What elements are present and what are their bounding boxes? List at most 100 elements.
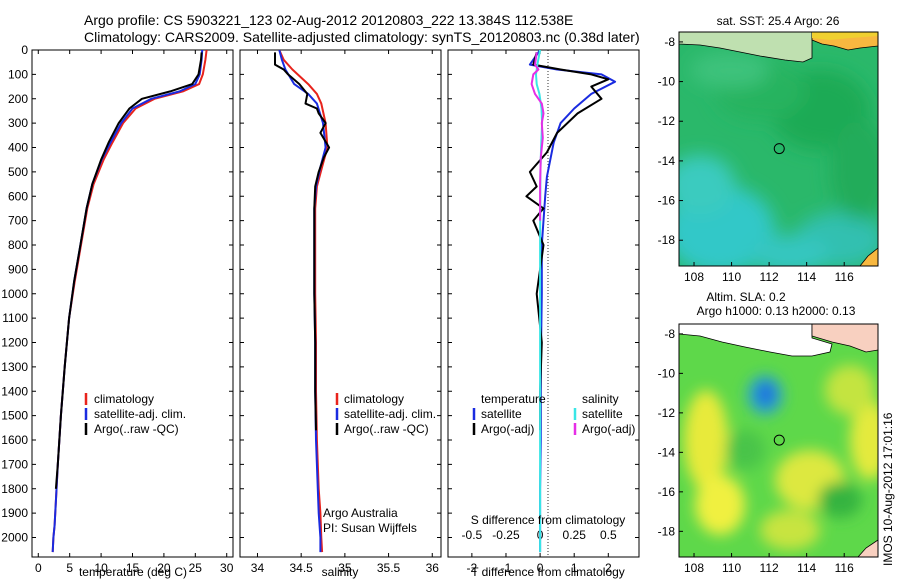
- x-tick-label: 30: [220, 561, 234, 575]
- salinity-axis-label: salinity: [322, 565, 359, 579]
- depth-tick-label: 1300: [1, 360, 28, 374]
- series-line-argo-raw-qc-: [274, 52, 331, 431]
- depth-tick-label: 700: [8, 214, 28, 228]
- difference-panel: -2 -1 0 1 2 -0.5 -0.25 0 0.25 0.5 S difference f…: [447, 49, 640, 579]
- temperature-axis-ticks: 0 5 10 15 20 25 30: [35, 50, 234, 575]
- lat-tick-label: -14: [658, 154, 676, 168]
- legend-label-t-satellite: satellite: [481, 407, 522, 421]
- depth-tick-label: 1200: [1, 336, 28, 350]
- lon-tick-label: 110: [722, 270, 741, 284]
- legend-label-climatology: climatology: [94, 392, 154, 406]
- difference-legend: temperature satellite Argo(-adj) salinit…: [472, 392, 635, 436]
- series-line-salinity-argo-adj-: [530, 52, 545, 221]
- t-difference-axis-label: T difference from climatology: [471, 565, 625, 579]
- x-tick-label: -1: [501, 561, 512, 575]
- sla-map-subtitle: Argo h1000: 0.13 h2000: 0.13: [697, 304, 856, 318]
- depth-tick-label: 1600: [1, 433, 28, 447]
- lon-tick-label: 112: [760, 561, 779, 575]
- lat-tick-label: -10: [658, 366, 676, 380]
- lat-tick-label: -16: [658, 194, 676, 208]
- salinity-axis-ticks: 34 34.5 35 35.5 36: [251, 50, 439, 575]
- legend-heading-salinity: salinity: [582, 392, 619, 406]
- lat-tick-label: -12: [658, 114, 676, 128]
- sst-land-australia: [859, 247, 878, 266]
- sla-map-title: Altim. SLA: 0.2: [706, 290, 786, 304]
- lat-tick-label: -18: [658, 524, 676, 538]
- sla-land-java: [679, 324, 833, 357]
- s-diff-tick-label: 0.5: [600, 528, 617, 542]
- lat-tick-label: -8: [664, 35, 675, 49]
- salinity-legend: climatology satellite-adj. clim. Argo(..…: [335, 392, 436, 436]
- lat-tick-label: -10: [658, 75, 676, 89]
- temperature-legend: climatology satellite-adj. clim. Argo(..…: [84, 392, 186, 436]
- depth-tick-label: 1000: [1, 287, 28, 301]
- lat-tick-label: -8: [664, 327, 675, 341]
- lat-tick-label: -16: [658, 485, 676, 499]
- x-tick-label: 34.5: [289, 561, 313, 575]
- depth-tick-label: 1700: [1, 457, 28, 471]
- s-diff-tick-label: 0.25: [563, 528, 587, 542]
- sst-latitude-ticks: -8 -10 -12 -14 -16 -18: [658, 35, 683, 247]
- x-tick-label: 35.5: [377, 561, 401, 575]
- lon-tick-label: 108: [684, 561, 704, 575]
- depth-tick-label: 600: [8, 189, 28, 203]
- sla-latitude-ticks: -8 -10 -12 -14 -16 -18: [658, 327, 683, 538]
- legend-label-satellite: satellite-adj. clim.: [94, 407, 186, 421]
- legend-label-s-argo: Argo(-adj): [582, 422, 635, 436]
- sst-field: [679, 32, 878, 266]
- x-tick-label: 10: [94, 561, 108, 575]
- depth-tick-label: 300: [8, 116, 28, 130]
- lon-tick-label: 110: [722, 561, 741, 575]
- series-line-argo-adj-: [525, 52, 610, 431]
- lon-tick-label: 114: [797, 561, 816, 575]
- header-line-2: Climatology: CARS2009. Satellite-adjuste…: [84, 29, 640, 45]
- legend-label-argo: Argo(..raw -QC): [94, 422, 179, 436]
- depth-tick-label: 800: [8, 238, 28, 252]
- depth-axis-ticks: 0 100 200 300 400 500 600 700 800 900 1000 1100 1200…: [1, 43, 233, 545]
- legend-label-satellite: satellite-adj. clim.: [344, 407, 436, 421]
- temperature-plot-frame: [31, 49, 234, 558]
- sla-field: [679, 324, 878, 557]
- salinity-plot-frame: [239, 49, 442, 558]
- depth-tick-label: 1400: [1, 384, 28, 398]
- x-tick-label: 0: [35, 561, 42, 575]
- depth-tick-label: 1500: [1, 409, 28, 423]
- lon-tick-label: 114: [797, 270, 816, 284]
- temperature-axis-label: temperature (deg C): [79, 565, 187, 579]
- depth-tick-label: 400: [8, 141, 28, 155]
- x-tick-label: 5: [66, 561, 73, 575]
- x-tick-label: 20: [157, 561, 171, 575]
- lon-tick-label: 116: [835, 561, 854, 575]
- x-tick-label: 15: [126, 561, 140, 575]
- header-line-1: Argo profile: CS 5903221_123 02-Aug-2012…: [84, 12, 573, 28]
- depth-tick-label: 500: [8, 165, 28, 179]
- s-diff-tick-label: -0.25: [492, 528, 520, 542]
- depth-tick-label: 0: [21, 43, 28, 57]
- sla-map-frame: [678, 323, 879, 558]
- timestamp-stamp: IMOS 10-Aug-2012 17:01:16: [881, 412, 895, 566]
- x-tick-label: 34: [251, 561, 265, 575]
- t-difference-axis-ticks: -2 -1 0 1 2: [467, 50, 612, 575]
- depth-tick-label: 1100: [2, 311, 28, 325]
- salinity-profiles: [274, 50, 331, 553]
- x-tick-label: 35: [338, 561, 352, 575]
- depth-tick-label: 2000: [1, 531, 28, 545]
- temperature-panel: 0100200300400500600700800900100011001200…: [1, 43, 233, 579]
- sla-argo-position-marker: [773, 434, 785, 446]
- x-tick-label: 2: [605, 561, 612, 575]
- sst-argo-position-marker: [773, 143, 785, 155]
- x-tick-label: 1: [571, 561, 578, 575]
- sst-warm-coast: [812, 32, 878, 40]
- s-diff-tick-label: -0.5: [462, 528, 483, 542]
- temperature-profiles: [51, 50, 208, 553]
- sla-land-australia: [857, 539, 878, 557]
- lon-tick-label: 116: [835, 270, 854, 284]
- x-tick-label: 0: [537, 561, 544, 575]
- x-tick-label: 36: [426, 561, 440, 575]
- difference-profiles: [525, 50, 617, 553]
- sst-map-frame: [678, 31, 879, 267]
- legend-label-s-satellite: satellite: [582, 407, 623, 421]
- lat-tick-label: -14: [658, 445, 676, 459]
- salinity-panel: 34 34.5 35 35.5 36 salinity climatology sate…: [239, 49, 442, 579]
